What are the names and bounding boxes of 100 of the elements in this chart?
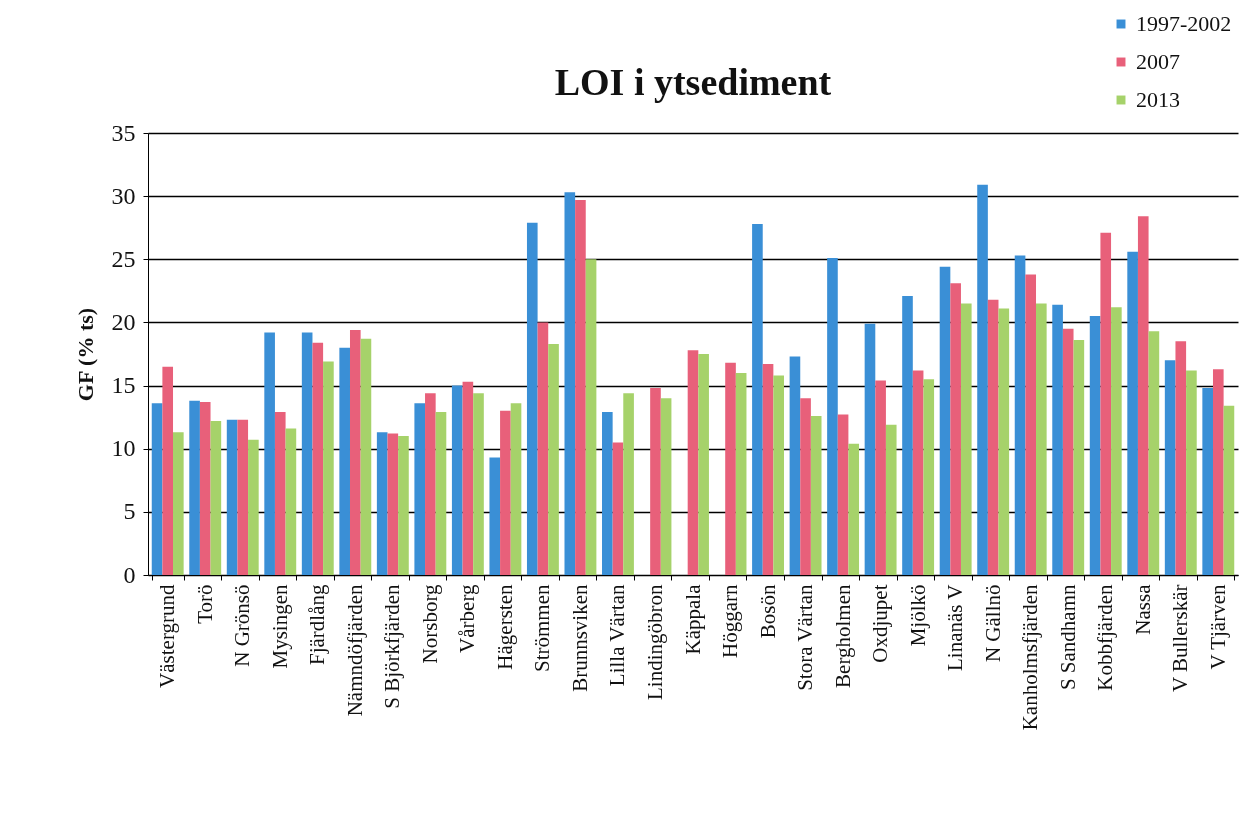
y-tick-label: 25 <box>111 245 136 272</box>
bar <box>1137 216 1149 575</box>
bar <box>1100 232 1112 575</box>
y-axis-title: GF (% ts) <box>72 307 98 402</box>
bar <box>660 398 672 575</box>
x-tick-label: Västergrund <box>155 584 180 688</box>
legend-label: 1997-2002 <box>1136 11 1232 36</box>
bar <box>885 424 897 575</box>
bar <box>387 433 399 575</box>
bar <box>1186 370 1197 575</box>
bar <box>248 439 259 575</box>
x-tick-label: N Grönsö <box>230 584 255 667</box>
x-tick-label: Kanholmsfjärden <box>1018 584 1043 731</box>
x-tick-label: Brunnsviken <box>567 584 592 692</box>
y-tick-label: 15 <box>111 372 136 399</box>
bar <box>864 323 876 575</box>
bar <box>602 412 613 575</box>
bar <box>398 436 409 575</box>
bar <box>612 442 624 575</box>
x-tick-label: Nassa <box>1130 583 1155 635</box>
bar <box>1014 255 1026 575</box>
bar <box>902 295 913 575</box>
x-tick-label: Norsborg <box>417 584 442 664</box>
bar <box>810 415 822 575</box>
bar <box>848 443 860 575</box>
chart-title: LOI i ytsediment <box>554 61 832 103</box>
bar <box>264 332 275 575</box>
bar <box>548 343 559 575</box>
bar <box>210 420 222 575</box>
bar <box>789 356 801 575</box>
bar <box>977 184 988 575</box>
bar <box>1062 328 1074 575</box>
bar <box>1164 360 1176 575</box>
bar <box>1089 316 1101 575</box>
x-tick-label: Nämndöfjärden <box>342 584 367 717</box>
bar <box>1223 405 1235 575</box>
bar <box>312 342 324 575</box>
bar <box>537 322 549 575</box>
bar <box>960 303 972 575</box>
bar <box>575 199 586 575</box>
bar <box>998 308 1010 575</box>
x-tick-label: V Tjärven <box>1205 584 1230 670</box>
y-tick-label: 35 <box>111 119 136 146</box>
x-tick-label: Vårberg <box>455 584 480 653</box>
bar <box>1175 341 1187 575</box>
bar <box>237 419 249 575</box>
legend-label: 2013 <box>1136 87 1180 112</box>
bar <box>800 398 811 575</box>
bar <box>987 299 999 575</box>
bar <box>462 381 474 575</box>
bar <box>585 259 597 575</box>
x-tick-label: Höggarn <box>718 584 743 658</box>
x-tick-label: Mysingen <box>267 584 292 669</box>
x-tick-label: Torö <box>192 584 217 624</box>
bar <box>698 354 709 575</box>
bar <box>687 350 699 575</box>
y-tick-label: 10 <box>111 435 136 462</box>
bar <box>473 393 484 575</box>
bar <box>435 412 447 575</box>
bar <box>425 393 436 575</box>
x-tick-label: S Björkfjärden <box>380 584 405 709</box>
bar <box>1025 274 1037 575</box>
bar <box>489 457 501 575</box>
x-tick-label: Mjölkö <box>905 584 930 647</box>
x-tick-label: V Bullerskär <box>1168 584 1193 693</box>
bar <box>360 338 372 575</box>
bar <box>151 403 163 575</box>
bar <box>1202 388 1213 575</box>
y-tick-label: 5 <box>123 498 136 525</box>
bar <box>623 393 634 575</box>
bar <box>376 432 388 575</box>
bar <box>773 375 784 575</box>
x-tick-label: Lindingöbron <box>642 584 667 700</box>
y-tick-label: 0 <box>123 561 136 588</box>
bar <box>349 330 361 575</box>
bar <box>912 370 924 575</box>
bar <box>285 428 297 575</box>
bar <box>526 222 538 575</box>
x-tick-label: Hägersten <box>492 584 517 670</box>
bar <box>1036 303 1047 575</box>
bar <box>837 414 849 575</box>
bar <box>339 347 350 575</box>
x-tick-label: Fjärdlång <box>305 584 330 665</box>
bar <box>950 283 961 575</box>
bar <box>827 258 838 575</box>
bar <box>725 362 736 575</box>
bar <box>1148 331 1160 575</box>
x-tick-label: N Gällnö <box>980 584 1005 663</box>
bar <box>1052 304 1063 575</box>
bar <box>189 400 200 575</box>
x-tick-label: Bergholmen <box>830 584 855 688</box>
bar <box>1073 340 1085 575</box>
x-tick-label: Bosön <box>755 584 780 639</box>
bar <box>735 372 747 575</box>
bar <box>323 361 334 575</box>
bar <box>173 432 184 575</box>
bar <box>564 192 576 575</box>
bar <box>274 412 286 575</box>
x-tick-label: Lilla Värtan <box>605 584 630 687</box>
bar <box>451 385 463 575</box>
